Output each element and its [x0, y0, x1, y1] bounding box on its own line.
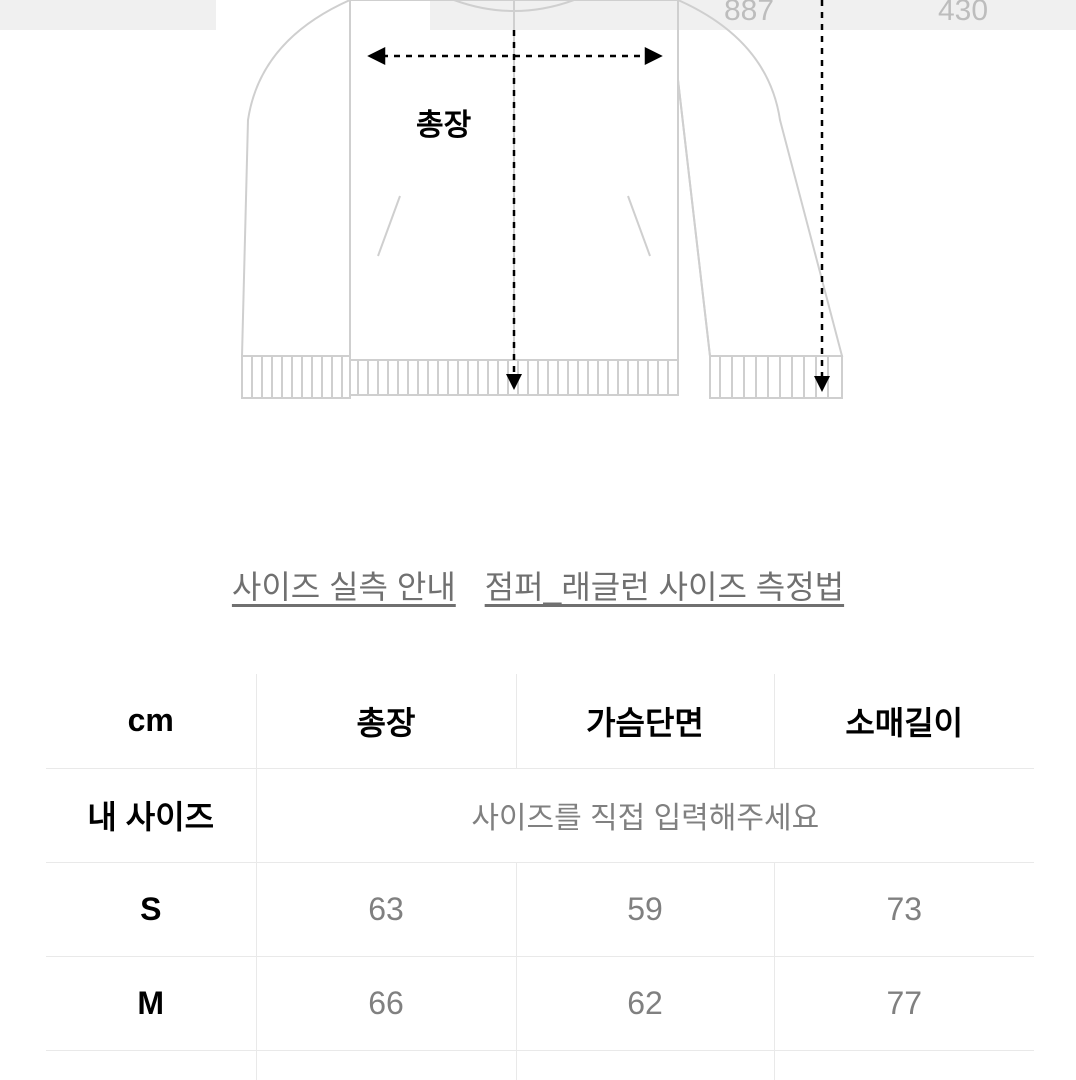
my-size-row[interactable]: 내 사이즈 사이즈를 직접 입력해주세요 — [46, 768, 1034, 862]
measurement-diagram: 총장 — [0, 0, 1076, 420]
size-m-val-1: 62 — [516, 956, 774, 1050]
size-guide-link[interactable]: 사이즈 실측 안내 — [232, 569, 456, 605]
size-s-val-0: 63 — [256, 862, 516, 956]
size-links-row: 사이즈 실측 안내 점퍼_래글런 사이즈 측정법 — [0, 562, 1076, 608]
size-table-header-row: cm 총장 가슴단면 소매길이 — [46, 674, 1034, 768]
col-header-2: 소매길이 — [774, 674, 1034, 768]
size-row-m: M 66 62 77 — [46, 956, 1034, 1050]
col-header-1: 가슴단면 — [516, 674, 774, 768]
size-m-val-2: 77 — [774, 956, 1034, 1050]
size-table: cm 총장 가슴단면 소매길이 내 사이즈 사이즈를 직접 입력해주세요 S 6… — [46, 674, 1034, 1080]
size-label-s: S — [46, 862, 256, 956]
size-s-val-1: 59 — [516, 862, 774, 956]
unit-header: cm — [46, 674, 256, 768]
my-size-label: 내 사이즈 — [46, 768, 256, 862]
size-row-s: S 63 59 73 — [46, 862, 1034, 956]
col-header-0: 총장 — [256, 674, 516, 768]
size-method-link[interactable]: 점퍼_래글런 사이즈 측정법 — [485, 569, 844, 605]
my-size-input-cell[interactable]: 사이즈를 직접 입력해주세요 — [256, 768, 1034, 862]
size-m-val-0: 66 — [256, 956, 516, 1050]
size-label-m: M — [46, 956, 256, 1050]
size-s-val-2: 73 — [774, 862, 1034, 956]
diagram-length-label: 총장 — [416, 100, 471, 144]
